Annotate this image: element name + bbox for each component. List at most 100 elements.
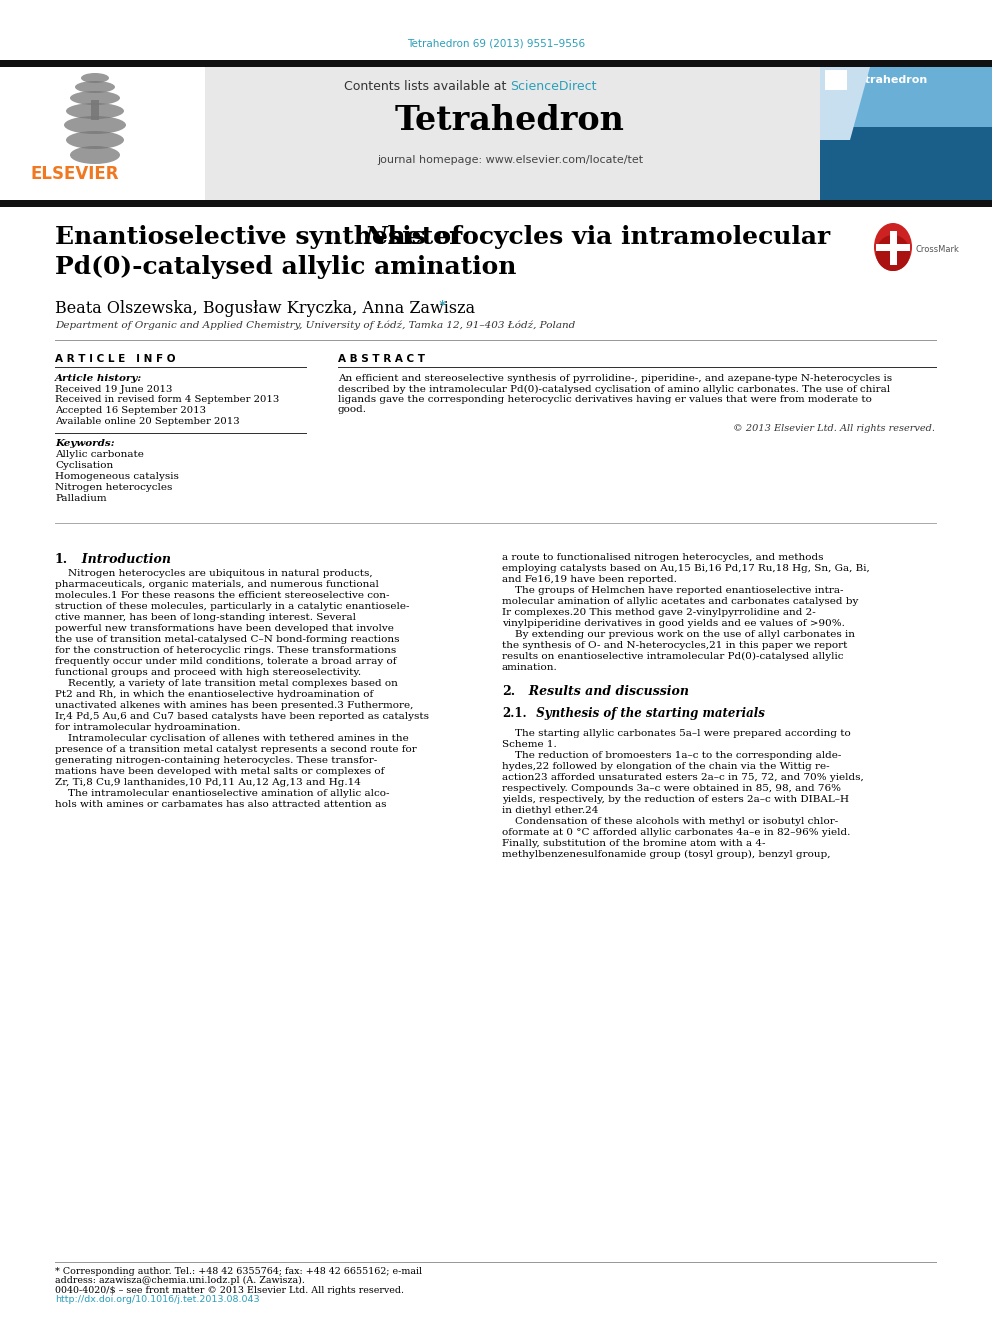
Text: molecules.1 For these reasons the efficient stereoselective con-: molecules.1 For these reasons the effici… (55, 591, 390, 601)
Text: The reduction of bromoesters 1a–c to the corresponding alde-: The reduction of bromoesters 1a–c to the… (502, 751, 841, 759)
Text: Ir complexes.20 This method gave 2-vinylpyrrolidine and 2-: Ir complexes.20 This method gave 2-vinyl… (502, 609, 815, 617)
Text: Nitrogen heterocycles are ubiquitous in natural products,: Nitrogen heterocycles are ubiquitous in … (55, 569, 373, 578)
Bar (820, 67, 992, 200)
Text: frequently occur under mild conditions, tolerate a broad array of: frequently occur under mild conditions, … (55, 658, 397, 665)
Text: journal homepage: www.elsevier.com/locate/tet: journal homepage: www.elsevier.com/locat… (377, 155, 643, 165)
Text: 2.: 2. (502, 685, 515, 699)
Text: presence of a transition metal catalyst represents a second route for: presence of a transition metal catalyst … (55, 745, 417, 754)
Text: The intramolecular enantioselective amination of allylic alco-: The intramolecular enantioselective amin… (55, 789, 390, 798)
Text: mations have been developed with metal salts or complexes of: mations have been developed with metal s… (55, 767, 384, 777)
Text: unactivated alkenes with amines has been presented.3 Futhermore,: unactivated alkenes with amines has been… (55, 701, 414, 710)
Text: functional groups and proceed with high stereoselectivity.: functional groups and proceed with high … (55, 668, 361, 677)
Ellipse shape (876, 235, 910, 271)
Text: Received 19 June 2013: Received 19 June 2013 (55, 385, 173, 394)
Text: Enantioselective synthesis of: Enantioselective synthesis of (55, 225, 470, 249)
Text: the use of transition metal-catalysed C–N bond-forming reactions: the use of transition metal-catalysed C–… (55, 635, 400, 644)
Bar (820, 127, 992, 200)
Text: a route to functionalised nitrogen heterocycles, and methods: a route to functionalised nitrogen heter… (502, 553, 823, 562)
Bar (876, 243, 910, 251)
Bar (0, 67, 205, 200)
Text: Tetrahedron 69 (2013) 9551–9556: Tetrahedron 69 (2013) 9551–9556 (407, 38, 585, 48)
Text: An efficient and stereoselective synthesis of pyrrolidine-, piperidine-, and aze: An efficient and stereoselective synthes… (338, 374, 892, 382)
Bar (0, 200, 992, 206)
Text: molecular amination of allylic acetates and carbonates catalysed by: molecular amination of allylic acetates … (502, 597, 858, 606)
Text: Palladium: Palladium (55, 493, 106, 503)
Text: Synthesis of the starting materials: Synthesis of the starting materials (528, 706, 765, 720)
Text: Nitrogen heterocycles: Nitrogen heterocycles (55, 483, 173, 492)
Text: Scheme 1.: Scheme 1. (502, 740, 557, 749)
Text: address: azawisza@chemia.uni.lodz.pl (A. Zawisza).: address: azawisza@chemia.uni.lodz.pl (A.… (55, 1275, 305, 1285)
Text: action23 afforded unsaturated esters 2a–c in 75, 72, and 70% yields,: action23 afforded unsaturated esters 2a–… (502, 773, 864, 782)
Text: Homogeneous catalysis: Homogeneous catalysis (55, 472, 179, 482)
Text: for the construction of heterocyclic rings. These transformations: for the construction of heterocyclic rin… (55, 646, 396, 655)
Text: Zr, Ti,8 Cu,9 lanthanides,10 Pd,11 Au,12 Ag,13 and Hg.14: Zr, Ti,8 Cu,9 lanthanides,10 Pd,11 Au,12… (55, 778, 361, 787)
Ellipse shape (66, 131, 124, 149)
Text: CrossMark: CrossMark (915, 245, 959, 254)
Text: 1.: 1. (55, 553, 68, 566)
Text: yields, respectively, by the reduction of esters 2a–c with DIBAL–H: yields, respectively, by the reduction o… (502, 795, 849, 804)
Text: ligands gave the corresponding heterocyclic derivatives having er values that we: ligands gave the corresponding heterocyc… (338, 396, 872, 404)
Text: Ir,4 Pd,5 Au,6 and Cu7 based catalysts have been reported as catalysts: Ir,4 Pd,5 Au,6 and Cu7 based catalysts h… (55, 712, 429, 721)
Text: Introduction: Introduction (73, 553, 171, 566)
Ellipse shape (70, 146, 120, 164)
Text: struction of these molecules, particularly in a catalytic enantiosele-: struction of these molecules, particular… (55, 602, 410, 611)
Text: Pd(0)-catalysed allylic amination: Pd(0)-catalysed allylic amination (55, 255, 517, 279)
Text: The starting allylic carbonates 5a–l were prepared according to: The starting allylic carbonates 5a–l wer… (502, 729, 851, 738)
Ellipse shape (75, 81, 115, 93)
Ellipse shape (81, 73, 109, 83)
Text: hols with amines or carbamates has also attracted attention as: hols with amines or carbamates has also … (55, 800, 387, 808)
Text: Cyclisation: Cyclisation (55, 460, 113, 470)
Text: Received in revised form 4 September 2013: Received in revised form 4 September 201… (55, 396, 280, 405)
Text: 2.1.: 2.1. (502, 706, 527, 720)
Text: Department of Organic and Applied Chemistry, University of Łódź, Tamka 12, 91–40: Department of Organic and Applied Chemis… (55, 320, 575, 329)
Text: 0040-4020/$ – see front matter © 2013 Elsevier Ltd. All rights reserved.: 0040-4020/$ – see front matter © 2013 El… (55, 1286, 404, 1295)
Text: employing catalysts based on Au,15 Bi,16 Pd,17 Ru,18 Hg, Sn, Ga, Bi,: employing catalysts based on Au,15 Bi,16… (502, 564, 870, 573)
Text: Intramolecular cyclisation of allenes with tethered amines in the: Intramolecular cyclisation of allenes wi… (55, 734, 409, 744)
Text: Contents lists available at: Contents lists available at (343, 79, 510, 93)
Text: By extending our previous work on the use of allyl carbonates in: By extending our previous work on the us… (502, 630, 855, 639)
Text: Pt2 and Rh, in which the enantioselective hydroamination of: Pt2 and Rh, in which the enantioselectiv… (55, 691, 373, 699)
Bar (825, 70, 847, 90)
Polygon shape (820, 67, 870, 140)
Text: hydes,22 followed by elongation of the chain via the Wittig re-: hydes,22 followed by elongation of the c… (502, 762, 829, 771)
Text: for intramolecular hydroamination.: for intramolecular hydroamination. (55, 722, 240, 732)
Text: oformate at 0 °C afforded allylic carbonates 4a–e in 82–96% yield.: oformate at 0 °C afforded allylic carbon… (502, 828, 850, 837)
Bar (91, 101, 99, 120)
Text: and Fe16,19 have been reported.: and Fe16,19 have been reported. (502, 576, 677, 583)
Text: Tetrahedron: Tetrahedron (395, 105, 625, 138)
Text: A R T I C L E   I N F O: A R T I C L E I N F O (55, 355, 176, 364)
Text: http://dx.doi.org/10.1016/j.tet.2013.08.043: http://dx.doi.org/10.1016/j.tet.2013.08.… (55, 1295, 260, 1304)
Text: Article history:: Article history: (55, 374, 142, 382)
Text: in diethyl ether.24: in diethyl ether.24 (502, 806, 598, 815)
Text: the synthesis of O- and N-heterocycles,21 in this paper we report: the synthesis of O- and N-heterocycles,2… (502, 642, 847, 650)
Text: Recently, a variety of late transition metal complexes based on: Recently, a variety of late transition m… (55, 679, 398, 688)
Text: vinylpiperidine derivatives in good yields and ee values of >90%.: vinylpiperidine derivatives in good yiel… (502, 619, 845, 628)
Text: respectively. Compounds 3a–c were obtained in 85, 98, and 76%: respectively. Compounds 3a–c were obtain… (502, 785, 841, 792)
Bar (0, 60, 992, 67)
Text: Allylic carbonate: Allylic carbonate (55, 450, 144, 459)
Text: * Corresponding author. Tel.: +48 42 6355764; fax: +48 42 6655162; e-mail: * Corresponding author. Tel.: +48 42 635… (55, 1267, 423, 1275)
Text: powerful new transformations have been developed that involve: powerful new transformations have been d… (55, 624, 394, 632)
Bar (820, 67, 992, 200)
Text: pharmaceuticals, organic materials, and numerous functional: pharmaceuticals, organic materials, and … (55, 579, 379, 589)
Text: good.: good. (338, 406, 367, 414)
Text: © 2013 Elsevier Ltd. All rights reserved.: © 2013 Elsevier Ltd. All rights reserved… (733, 423, 935, 433)
Text: Available online 20 September 2013: Available online 20 September 2013 (55, 417, 240, 426)
Text: described by the intramolecular Pd(0)-catalysed cyclisation of amino allylic car: described by the intramolecular Pd(0)-ca… (338, 385, 890, 394)
Bar (205, 67, 820, 200)
Bar (890, 232, 897, 265)
Text: The groups of Helmchen have reported enantioselective intra-: The groups of Helmchen have reported ena… (502, 586, 843, 595)
Text: Results and discussion: Results and discussion (520, 685, 689, 699)
Ellipse shape (70, 91, 120, 105)
Text: -heterocycles via intramolecular: -heterocycles via intramolecular (377, 225, 830, 249)
Text: ELS: ELS (827, 71, 838, 75)
Text: Finally, substitution of the bromine atom with a 4-: Finally, substitution of the bromine ato… (502, 839, 766, 848)
Text: Accepted 16 September 2013: Accepted 16 September 2013 (55, 406, 206, 415)
Text: methylbenzenesulfonamide group (tosyl group), benzyl group,: methylbenzenesulfonamide group (tosyl gr… (502, 849, 830, 859)
Text: Condensation of these alcohols with methyl or isobutyl chlor-: Condensation of these alcohols with meth… (502, 818, 838, 826)
Ellipse shape (874, 224, 912, 271)
Text: ScienceDirect: ScienceDirect (510, 79, 596, 93)
Text: ELSEVIER: ELSEVIER (30, 165, 118, 183)
Ellipse shape (66, 103, 124, 119)
Text: Tetrahedron: Tetrahedron (852, 75, 929, 85)
